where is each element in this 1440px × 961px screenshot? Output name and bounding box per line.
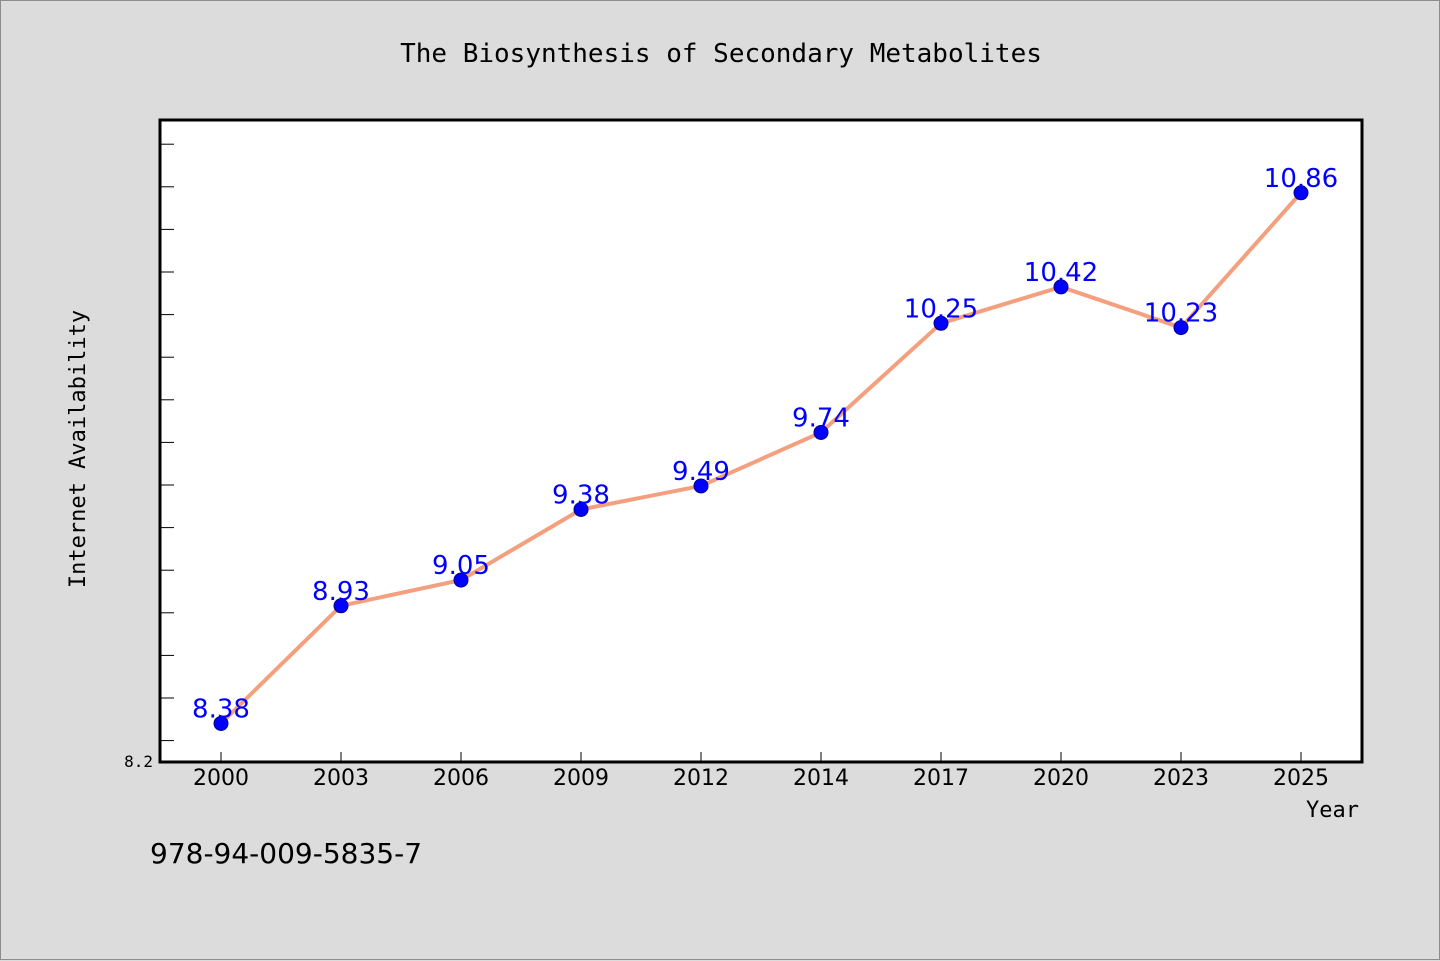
- series-line: [219, 191, 1303, 725]
- data-point: [1053, 279, 1069, 295]
- data-point: [1293, 185, 1309, 201]
- data-label: 8.38: [192, 694, 250, 724]
- plot-border: [158, 118, 1364, 764]
- y-axis-ticks: [160, 143, 174, 742]
- data-markers: [213, 185, 1309, 731]
- plot-area: [160, 120, 1362, 762]
- data-label: 8.93: [312, 577, 370, 607]
- data-point: [333, 598, 349, 614]
- isbn-caption: 978-94-009-5835-7: [150, 837, 422, 870]
- x-tick-label: 2009: [553, 766, 609, 791]
- data-point: [573, 501, 589, 517]
- data-label: 9.38: [552, 480, 610, 510]
- x-axis-ticks: [220, 752, 1302, 762]
- chart-title: The Biosynthesis of Secondary Metabolite…: [400, 39, 1042, 69]
- data-label: 10.42: [1024, 258, 1098, 288]
- data-label: 10.86: [1264, 164, 1338, 194]
- data-point: [933, 315, 949, 331]
- data-point: [693, 478, 709, 494]
- data-point: [453, 572, 469, 588]
- data-label: 9.49: [672, 457, 730, 487]
- data-point: [813, 424, 829, 440]
- x-tick-label: 2023: [1153, 766, 1209, 791]
- x-tick-label: 2017: [913, 766, 969, 791]
- data-labels: 8.38 8.93 9.05 9.38 9.49 9.74 10.25 10.42 10.23 1…: [192, 164, 1338, 725]
- y-axis-title: Internet Availability: [66, 310, 91, 588]
- x-tick-label: 2000: [193, 766, 249, 791]
- data-label: 10.25: [904, 294, 978, 324]
- x-axis-title: Year: [1306, 798, 1359, 823]
- x-tick-label: 2012: [673, 766, 729, 791]
- x-tick-label: 2020: [1033, 766, 1089, 791]
- data-point: [1173, 320, 1189, 336]
- data-label: 9.05: [432, 551, 490, 581]
- x-tick-label: 2014: [793, 766, 849, 791]
- x-tick-label: 2006: [433, 766, 489, 791]
- x-tick-label: 2025: [1273, 766, 1329, 791]
- data-point: [213, 715, 229, 731]
- x-tick-label: 2003: [313, 766, 369, 791]
- data-label: 10.23: [1144, 299, 1218, 329]
- y-tick-label: 8.2: [124, 752, 153, 771]
- data-label: 9.74: [792, 403, 850, 433]
- x-tick-labels: 2000 2003 2006 2009 2012 2014 2017 2020 2023 2025: [193, 766, 1329, 791]
